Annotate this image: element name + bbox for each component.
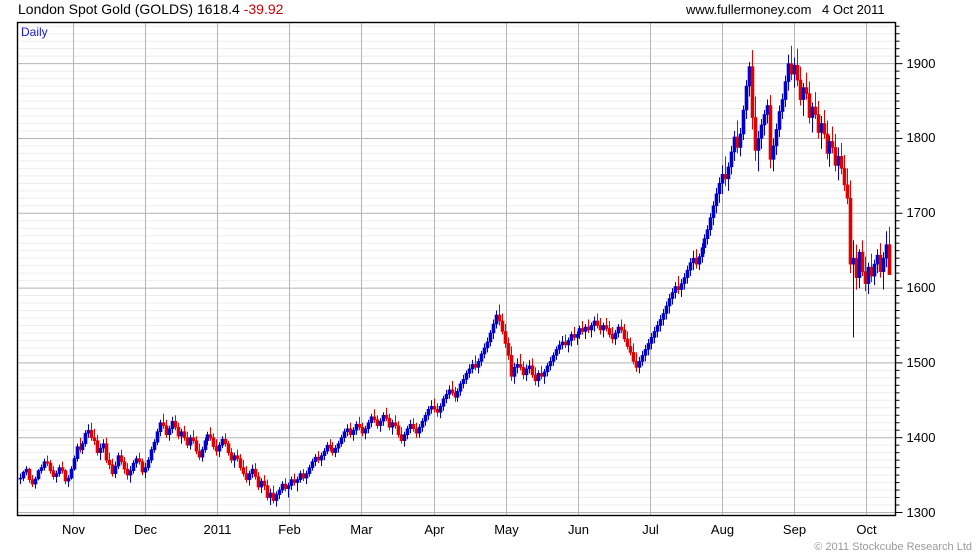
plot-area — [16, 21, 903, 517]
copyright-notice: © 2011 Stockcube Research Ltd — [814, 541, 972, 553]
chart-header: London Spot Gold (GOLDS) 1618.4 -39.92 w… — [0, 0, 980, 22]
y-axis-tick-label: 1300 — [906, 504, 936, 520]
candles-group — [18, 45, 892, 507]
price-change: -39.92 — [243, 1, 284, 17]
x-axis-tick-label: Mar — [350, 521, 373, 537]
x-axis-tick-label: Nov — [61, 521, 86, 537]
x-axis-tick-label: May — [494, 521, 519, 537]
x-axis-tick-label: Jun — [568, 521, 589, 537]
y-axis-tick-label: 1900 — [906, 55, 936, 71]
x-axis-tick-label: Dec — [133, 521, 158, 537]
y-axis-tick-label: 1400 — [906, 429, 936, 445]
instrument-title-text: London Spot Gold (GOLDS) 1618.4 — [18, 1, 240, 17]
x-axis-tick-label: Jul — [642, 521, 659, 537]
month-gridlines — [73, 22, 867, 516]
x-axis-tick-label: Aug — [710, 521, 735, 537]
website-label: www.fullermoney.com — [686, 2, 812, 17]
minor-gridlines — [17, 25, 896, 506]
candlestick-chart — [16, 21, 903, 517]
instrument-title: London Spot Gold (GOLDS) 1618.4 -39.92 — [18, 1, 283, 17]
axis-ticks — [895, 25, 903, 514]
plot-frame — [16, 21, 897, 517]
x-axis-tick-label: Oct — [856, 521, 877, 537]
x-axis-tick-label: 2011 — [203, 521, 232, 537]
y-axis-tick-label: 1500 — [906, 354, 936, 370]
y-axis-tick-label: 1600 — [906, 280, 936, 296]
x-axis-tick-label: Feb — [278, 521, 301, 537]
chart-date: 4 Oct 2011 — [822, 2, 885, 17]
y-axis-tick-label: 1700 — [906, 205, 936, 221]
x-axis-tick-label: Sep — [782, 521, 807, 537]
timeframe-label: Daily — [21, 25, 48, 39]
x-axis-tick-label: Apr — [424, 521, 445, 537]
y-axis-tick-label: 1800 — [906, 130, 936, 146]
